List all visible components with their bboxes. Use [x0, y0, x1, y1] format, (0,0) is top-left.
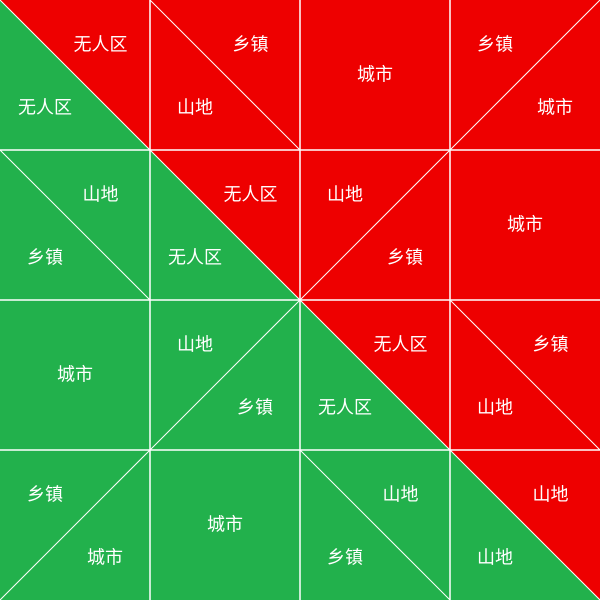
cell-fill	[0, 300, 150, 450]
cell-diagonal	[149, 0, 301, 151]
cell-upper-label: 乡镇	[533, 335, 569, 356]
cell-diagonal	[449, 299, 600, 451]
cell-fill	[150, 450, 300, 600]
grid-cell: 城市	[150, 450, 300, 600]
cell-upper-label: 山地	[533, 485, 569, 506]
cell-diagonal	[299, 299, 451, 451]
cell-label: 城市	[507, 215, 543, 236]
cell-upper-label: 乡镇	[233, 35, 269, 56]
cell-upper-label: 无人区	[224, 185, 278, 206]
cell-diagonal	[0, 149, 151, 301]
cell-upper-label: 无人区	[374, 335, 428, 356]
cell-lower-label: 山地	[477, 398, 513, 419]
cell-fill	[300, 0, 450, 150]
cell-lower-label: 乡镇	[327, 548, 363, 569]
cell-diagonal	[0, 449, 151, 600]
cell-lower-label: 无人区	[318, 398, 372, 419]
cell-upper-label: 乡镇	[27, 485, 63, 506]
cell-upper-label: 山地	[327, 185, 363, 206]
cell-diagonal	[299, 449, 451, 600]
cell-diagonal	[449, 449, 600, 600]
cell-label: 城市	[207, 515, 243, 536]
cell-lower-label: 无人区	[18, 98, 72, 119]
cell-diagonal	[0, 0, 151, 151]
cell-fill	[450, 150, 600, 300]
cell-label: 城市	[57, 365, 93, 386]
cell-diagonal	[299, 149, 451, 301]
cell-upper-label: 山地	[383, 485, 419, 506]
grid-cell: 城市	[0, 300, 150, 450]
cell-lower-label: 山地	[477, 548, 513, 569]
cell-lower-label: 山地	[177, 98, 213, 119]
grid-cell: 城市	[450, 150, 600, 300]
cell-lower-label: 乡镇	[387, 248, 423, 269]
cell-lower-label: 城市	[87, 548, 123, 569]
cell-label: 城市	[357, 65, 393, 86]
grid-cell: 城市	[300, 0, 450, 150]
cell-diagonal	[149, 149, 301, 301]
cell-lower-label: 城市	[537, 98, 573, 119]
cell-lower-label: 乡镇	[237, 398, 273, 419]
cell-upper-label: 无人区	[74, 35, 128, 56]
cell-diagonal	[449, 0, 600, 151]
cell-upper-label: 乡镇	[477, 35, 513, 56]
cell-diagonal	[149, 299, 301, 451]
cell-lower-label: 乡镇	[27, 248, 63, 269]
cell-upper-label: 山地	[83, 185, 119, 206]
cell-lower-label: 无人区	[168, 248, 222, 269]
cell-upper-label: 山地	[177, 335, 213, 356]
